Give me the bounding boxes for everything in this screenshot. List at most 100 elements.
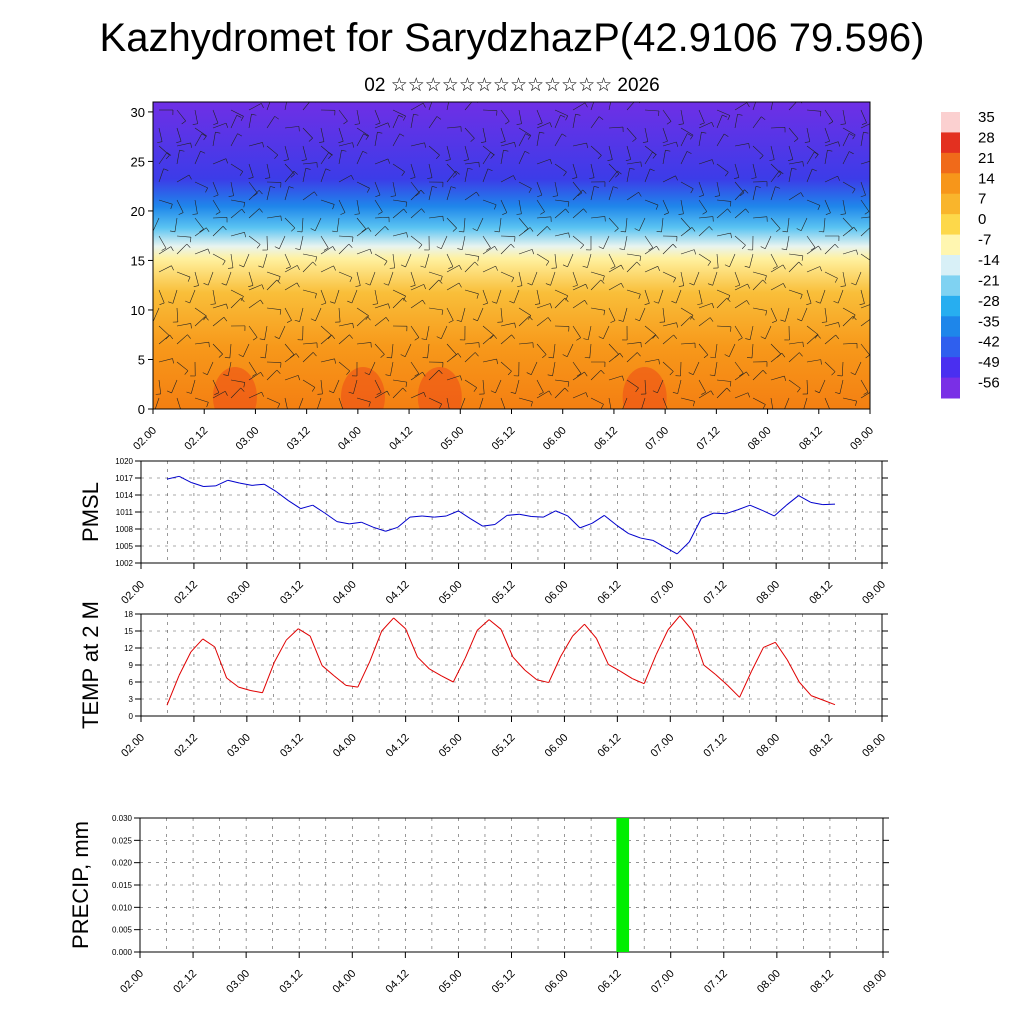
colorbar-label: 35 (978, 109, 995, 126)
x-tick-label: 03.12 (285, 425, 313, 453)
wind-barbs (153, 102, 870, 409)
panel-frame (139, 817, 884, 953)
y-tick-label: 1008 (115, 525, 133, 534)
x-tick-label: 02.00 (119, 579, 147, 607)
x-tick-label: 05.12 (490, 732, 518, 760)
temp-segment (464, 630, 478, 659)
temp-segment (643, 654, 657, 684)
colorbar-label: -35 (978, 313, 1000, 330)
colorbar-label: -14 (978, 252, 1000, 269)
colorbar-swatch (941, 132, 960, 154)
x-tick-label: 08.12 (808, 968, 836, 996)
colorbar-swatch (941, 316, 960, 338)
x-tick-label: 06.12 (592, 425, 620, 453)
x-tick-label: 06.00 (543, 968, 571, 996)
y-tick-label: 0 (138, 402, 145, 417)
pmsl-segment (567, 515, 581, 529)
panel-frame (140, 460, 883, 564)
y-axis-label: PMSL (78, 482, 103, 542)
x-tick-label: 02.00 (131, 425, 159, 453)
x-tick-label: 03.00 (234, 425, 262, 453)
y-tick-label: 0.020 (112, 859, 133, 868)
pmsl-segment (482, 523, 495, 527)
colorbar-swatch (941, 275, 960, 297)
colorbar-label: -49 (978, 354, 1000, 371)
colorbar-swatch (941, 255, 960, 276)
y-tick-label: 5 (138, 352, 145, 367)
temp-segment (727, 685, 740, 698)
pmsl-segment (676, 541, 690, 555)
x-tick-label: 02.12 (171, 968, 199, 996)
pmsl-segment (822, 503, 836, 506)
temp-segment (822, 699, 836, 706)
pmsl-segment (603, 515, 617, 526)
x-tick-label: 06.00 (543, 579, 571, 607)
y-tick-label: 15 (131, 253, 145, 268)
temp-segment (166, 675, 180, 706)
y-tick-label: 1017 (115, 474, 133, 483)
temp-segment (512, 656, 526, 671)
x-tick-label: 05.12 (490, 425, 518, 453)
x-tick-label: 04.00 (331, 579, 359, 607)
pmsl-segment (688, 518, 702, 543)
colorbar-swatch (941, 336, 960, 358)
colorbar-label: -42 (978, 334, 1000, 351)
x-tick-label: 05.00 (437, 579, 465, 607)
x-tick-label: 03.12 (278, 732, 306, 760)
temp-segment (476, 619, 490, 631)
pmsl-segment (324, 512, 338, 523)
pmsl-segment (519, 513, 532, 518)
temp-segment (452, 657, 466, 683)
temp-segment (309, 635, 323, 666)
x-tick-label: 02.12 (182, 425, 210, 453)
x-tick-label: 04.00 (336, 425, 364, 453)
temp-segment (190, 638, 204, 653)
x-tick-label: 03.00 (225, 732, 253, 760)
temp-segment (321, 665, 335, 677)
y-tick-label: 0.030 (112, 814, 133, 823)
temp-segment (560, 635, 574, 657)
x-tick-label: 06.00 (543, 732, 571, 760)
pmsl-segment (507, 513, 520, 516)
x-tick-label: 09.00 (861, 968, 889, 996)
x-tick-label: 04.12 (384, 579, 412, 607)
pmsl-segment (434, 515, 447, 518)
pmsl-segment (446, 510, 459, 517)
colorbar-label: 7 (978, 191, 986, 208)
colorbar-label: -7 (978, 232, 991, 249)
y-tick-label: 18 (124, 610, 133, 619)
y-axis-label: TEMP at 2 M (78, 601, 103, 729)
colorbar-label: 0 (978, 211, 986, 228)
x-tick-label: 08.12 (807, 732, 835, 760)
x-tick-label: 03.12 (277, 968, 305, 996)
x-tick-label: 04.00 (331, 732, 359, 760)
temp-segment (655, 629, 669, 656)
pmsl-segment (701, 512, 714, 519)
y-tick-label: 1005 (115, 542, 133, 551)
x-tick-label: 06.12 (596, 732, 624, 760)
y-tick-label: 1011 (116, 508, 134, 517)
x-tick-label: 04.12 (384, 732, 412, 760)
temp-segment (798, 681, 812, 696)
x-tick-label: 09.00 (860, 579, 888, 607)
temp-segment (620, 670, 633, 680)
y-tick-label: 1020 (115, 457, 133, 466)
pmsl-segment (773, 504, 787, 517)
precip-bar (616, 818, 630, 952)
x-tick-label: 05.12 (490, 968, 518, 996)
x-tick-label: 08.00 (755, 968, 783, 996)
colorbar-label: 28 (978, 129, 995, 146)
temp-segment (632, 678, 645, 685)
x-tick-label: 08.12 (807, 579, 835, 607)
pmsl-segment (166, 475, 180, 480)
pmsl-segment (312, 504, 326, 514)
x-tick-label: 09.00 (860, 732, 888, 760)
y-tick-label: 0.015 (112, 881, 133, 890)
x-tick-label: 08.00 (754, 579, 782, 607)
temp-segment (369, 630, 383, 662)
colorbar-swatch (941, 377, 960, 399)
temp-segment (572, 623, 585, 637)
x-tick-label: 07.12 (701, 732, 729, 760)
temp-segment (763, 641, 776, 648)
